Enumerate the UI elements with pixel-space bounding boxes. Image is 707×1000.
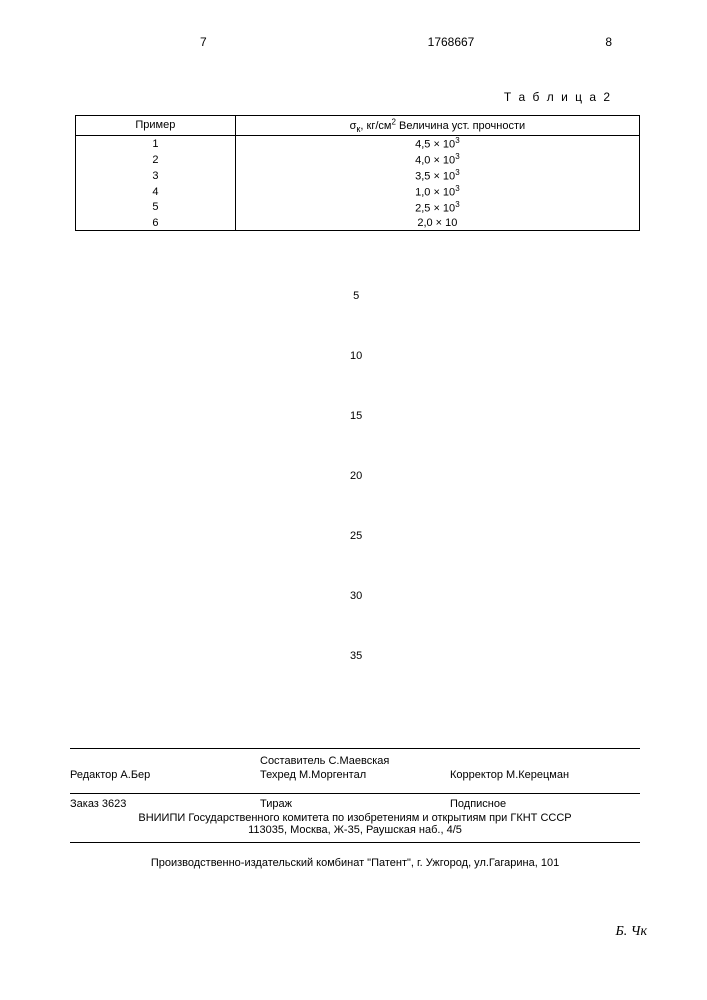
- table-header-value: σк, кг/см2 Величина уст. прочности: [235, 116, 639, 136]
- line-number: 30: [350, 590, 362, 602]
- data-table: Пример σк, кг/см2 Величина уст. прочност…: [75, 115, 640, 231]
- page-header: 7 1768667 8: [0, 35, 707, 49]
- order-number: Заказ 3623: [70, 798, 260, 810]
- table-row: 2 4,0 × 103: [76, 152, 640, 168]
- table-cell: 2,0 × 10: [235, 216, 639, 231]
- table-header-example: Пример: [76, 116, 236, 136]
- table-cell: 1: [76, 135, 236, 151]
- line-number: 20: [350, 470, 362, 482]
- line-number: 25: [350, 530, 362, 542]
- divider: [70, 842, 640, 843]
- table-cell: 4: [76, 184, 236, 200]
- table-body: 1 4,5 × 103 2 4,0 × 103 3 3,5 × 103 4 1,…: [76, 135, 640, 230]
- table-header-row: Пример σк, кг/см2 Величина уст. прочност…: [76, 116, 640, 136]
- page-number-left: 7: [200, 35, 207, 49]
- corrector-spacer: [450, 755, 640, 767]
- techred-credit: Техред М.Моргентал: [260, 769, 450, 781]
- table-row: 3 3,5 × 103: [76, 168, 640, 184]
- table-row: 5 2,5 × 103: [76, 200, 640, 216]
- table-cell: 3,5 × 103: [235, 168, 639, 184]
- org-line-2: 113035, Москва, Ж-35, Раушская наб., 4/5: [70, 824, 640, 836]
- sigma-label: σк, кг/см2 Величина уст. прочности: [350, 120, 526, 132]
- line-numbers-column: 5 10 15 20 25 30 35: [350, 290, 362, 710]
- table-cell: 2: [76, 152, 236, 168]
- editor-credit: Редактор А.Бер: [70, 769, 260, 781]
- line-number: 15: [350, 410, 362, 422]
- credits-block: Составитель С.Маевская Редактор А.Бер Те…: [70, 755, 640, 783]
- divider: [70, 793, 640, 794]
- table-cell: 4,5 × 103: [235, 135, 639, 151]
- corrector-credit: Корректор М.Керецман: [450, 769, 640, 781]
- handwritten-annotation: Б. Чк: [616, 924, 647, 940]
- table-cell: 3: [76, 168, 236, 184]
- org-line-1: ВНИИПИ Государственного комитета по изоб…: [70, 812, 640, 824]
- compiler-credit: Составитель С.Маевская: [260, 755, 450, 767]
- line-number: 5: [350, 290, 362, 302]
- line-number: 10: [350, 350, 362, 362]
- table-cell: 5: [76, 200, 236, 216]
- printer-info: Производственно-издательский комбинат "П…: [70, 857, 640, 869]
- line-number: 35: [350, 650, 362, 662]
- table-row: 6 2,0 × 10: [76, 216, 640, 231]
- table-cell: 1,0 × 103: [235, 184, 639, 200]
- table-cell: 2,5 × 103: [235, 200, 639, 216]
- table-cell: 6: [76, 216, 236, 231]
- divider: [70, 748, 640, 749]
- editor-credit: [70, 755, 260, 767]
- order-row: Заказ 3623 Тираж Подписное: [70, 798, 640, 810]
- table-title: Т а б л и ц а 2: [504, 90, 612, 104]
- page-number-right: 8: [605, 35, 612, 49]
- tirage-label: Тираж: [260, 798, 450, 810]
- table-cell: 4,0 × 103: [235, 152, 639, 168]
- table-row: 4 1,0 × 103: [76, 184, 640, 200]
- subscription-label: Подписное: [450, 798, 640, 810]
- organization-info: ВНИИПИ Государственного комитета по изоб…: [70, 812, 640, 836]
- document-number: 1768667: [428, 35, 475, 49]
- table-row: 1 4,5 × 103: [76, 135, 640, 151]
